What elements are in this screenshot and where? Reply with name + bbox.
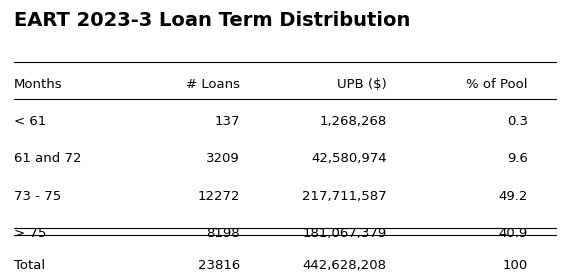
Text: EART 2023-3 Loan Term Distribution: EART 2023-3 Loan Term Distribution — [14, 11, 410, 30]
Text: 137: 137 — [214, 115, 240, 128]
Text: 49.2: 49.2 — [498, 190, 528, 203]
Text: 181,067,379: 181,067,379 — [302, 227, 386, 240]
Text: > 75: > 75 — [14, 227, 46, 240]
Text: # Loans: # Loans — [186, 78, 240, 91]
Text: 73 - 75: 73 - 75 — [14, 190, 62, 203]
Text: < 61: < 61 — [14, 115, 46, 128]
Text: % of Pool: % of Pool — [466, 78, 528, 91]
Text: 40.9: 40.9 — [498, 227, 528, 240]
Text: 442,628,208: 442,628,208 — [303, 259, 386, 272]
Text: 0.3: 0.3 — [507, 115, 528, 128]
Text: 23816: 23816 — [198, 259, 240, 272]
Text: 217,711,587: 217,711,587 — [302, 190, 386, 203]
Text: 12272: 12272 — [197, 190, 240, 203]
Text: 3209: 3209 — [206, 152, 240, 165]
Text: 61 and 72: 61 and 72 — [14, 152, 82, 165]
Text: 42,580,974: 42,580,974 — [311, 152, 386, 165]
Text: Months: Months — [14, 78, 63, 91]
Text: UPB ($): UPB ($) — [337, 78, 386, 91]
Text: 1,268,268: 1,268,268 — [319, 115, 386, 128]
Text: Total: Total — [14, 259, 45, 272]
Text: 100: 100 — [503, 259, 528, 272]
Text: 8198: 8198 — [206, 227, 240, 240]
Text: 9.6: 9.6 — [507, 152, 528, 165]
